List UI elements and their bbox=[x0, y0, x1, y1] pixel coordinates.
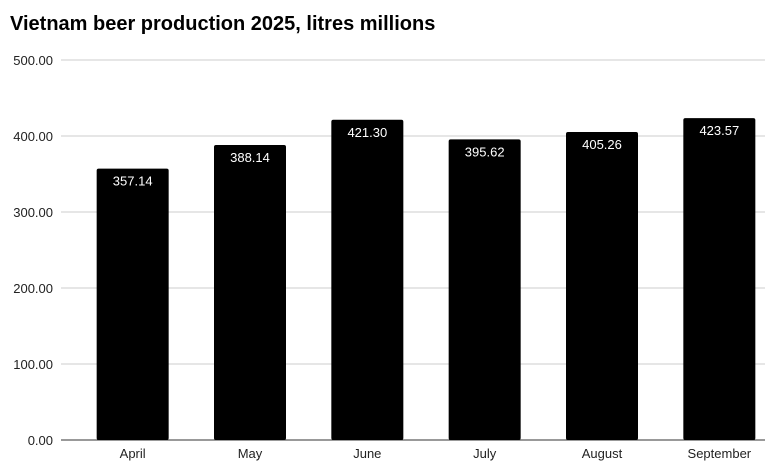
y-tick-label: 0.00 bbox=[28, 433, 53, 448]
data-label: 405.26 bbox=[582, 137, 622, 152]
x-tick-label: September bbox=[688, 446, 752, 461]
x-tick-label: July bbox=[473, 446, 497, 461]
bar-june bbox=[331, 119, 404, 440]
bars: 357.14 388.14 421.30 395.62 405.26 423.57 bbox=[96, 118, 756, 441]
data-label: 423.57 bbox=[699, 123, 739, 138]
x-tick-label: June bbox=[353, 446, 381, 461]
bar-april bbox=[96, 168, 169, 440]
data-label: 395.62 bbox=[465, 144, 505, 159]
bar-september bbox=[683, 118, 756, 441]
y-axis-ticks: 0.00 100.00 200.00 300.00 400.00 500.00 bbox=[13, 53, 53, 448]
data-label: 357.14 bbox=[113, 174, 153, 189]
bar-may bbox=[214, 145, 286, 440]
y-tick-label: 500.00 bbox=[13, 53, 53, 68]
chart-title: Vietnam beer production 2025, litres mil… bbox=[10, 13, 435, 35]
x-tick-label: May bbox=[238, 446, 263, 461]
data-label: 388.14 bbox=[230, 150, 270, 165]
x-tick-label: April bbox=[120, 446, 146, 461]
x-tick-label: August bbox=[582, 446, 623, 461]
y-tick-label: 100.00 bbox=[13, 357, 53, 372]
y-tick-label: 200.00 bbox=[13, 281, 53, 296]
gridlines bbox=[61, 59, 765, 441]
data-label: 421.30 bbox=[347, 125, 387, 140]
bar-july bbox=[448, 139, 521, 440]
y-tick-label: 300.00 bbox=[13, 205, 53, 220]
x-axis-ticks: April May June July August September bbox=[120, 446, 752, 461]
y-tick-label: 400.00 bbox=[13, 129, 53, 144]
bar-august bbox=[566, 132, 638, 441]
